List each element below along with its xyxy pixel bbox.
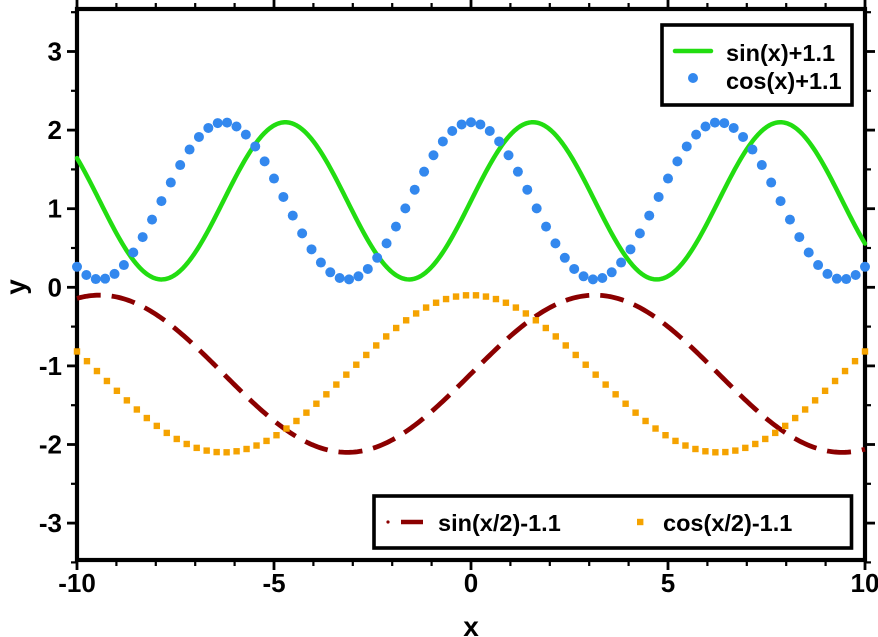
svg-text:sin(x)+1.1: sin(x)+1.1 [726, 40, 835, 66]
svg-text:5: 5 [661, 568, 675, 598]
svg-text:0: 0 [48, 272, 62, 302]
svg-text:-3: -3 [39, 508, 62, 538]
svg-text:-10: -10 [58, 568, 96, 598]
svg-text:3: 3 [48, 37, 62, 67]
svg-text:y: y [0, 279, 31, 295]
svg-text:x: x [463, 611, 479, 637]
svg-text:cos(x/2)-1.1: cos(x/2)-1.1 [663, 510, 792, 536]
svg-text:-2: -2 [39, 430, 62, 460]
svg-text:cos(x)+1.1: cos(x)+1.1 [726, 68, 842, 94]
svg-text:0: 0 [464, 568, 478, 598]
svg-text:1: 1 [48, 194, 62, 224]
svg-text:10: 10 [851, 568, 878, 598]
svg-text:-5: -5 [262, 568, 285, 598]
svg-text:sin(x/2)-1.1: sin(x/2)-1.1 [438, 510, 561, 536]
svg-text:-1: -1 [39, 351, 62, 381]
svg-text:2: 2 [48, 115, 62, 145]
